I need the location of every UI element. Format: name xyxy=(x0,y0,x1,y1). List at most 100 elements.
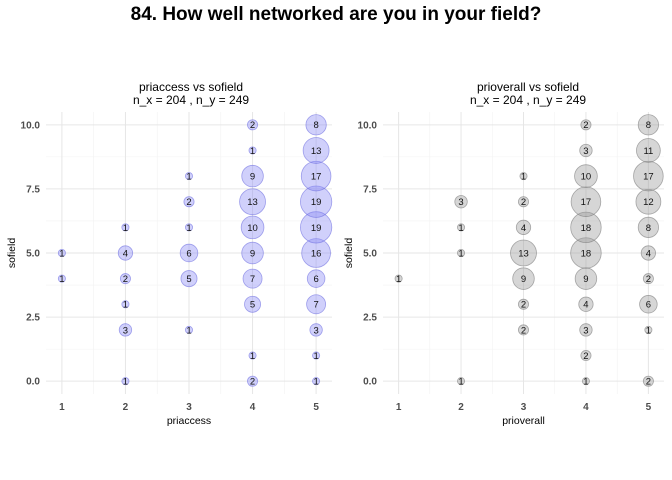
bubble-point xyxy=(519,172,528,181)
bubble-count-label: 6 xyxy=(186,248,191,259)
bubble-count-label: 2 xyxy=(583,351,588,362)
bubble-point xyxy=(241,164,264,188)
x-tick-label: 1 xyxy=(59,402,65,413)
bubble-point xyxy=(580,350,592,362)
bubble-count-label: 10 xyxy=(581,171,592,182)
x-axis-label: prioverall xyxy=(502,415,545,427)
bubble-point xyxy=(570,186,602,217)
bubble-point xyxy=(184,325,193,334)
bubble-count-label: 6 xyxy=(646,300,651,311)
bubble-point xyxy=(642,375,654,387)
bubble-count-label: 3 xyxy=(313,325,318,336)
bubble-count-label: 9 xyxy=(250,248,255,259)
bubble-count-label: 5 xyxy=(250,300,255,311)
bubble-point xyxy=(121,223,130,232)
bubble-point xyxy=(457,248,466,257)
bubble-count-label: 13 xyxy=(247,197,258,208)
y-tick-label: 10.0 xyxy=(21,120,41,131)
bubble-point xyxy=(639,295,658,314)
y-tick-label: 2.5 xyxy=(363,313,377,324)
bubble-point xyxy=(644,325,653,334)
bubble-point xyxy=(306,269,326,288)
bubble-point xyxy=(301,238,331,268)
bubble-count-label: 16 xyxy=(311,248,322,259)
bubble-count-label: 1 xyxy=(59,248,64,259)
bubble-count-label: 1 xyxy=(250,351,255,362)
y-tick-label: 0.0 xyxy=(363,377,377,388)
bubble-point xyxy=(247,375,259,387)
bubble-count-label: 18 xyxy=(581,248,592,259)
bubble-count-label: 6 xyxy=(313,274,318,285)
bubble-point xyxy=(300,211,333,244)
bubble-count-label: 4 xyxy=(646,248,651,259)
bubble-point xyxy=(119,273,131,285)
bubble-point xyxy=(117,245,134,261)
x-tick-label: 5 xyxy=(313,402,319,413)
panel-title: priaccess vs sofield xyxy=(139,80,243,94)
bubble-count-label: 2 xyxy=(521,300,526,311)
bubble-count-label: 2 xyxy=(250,120,255,131)
bubble-point xyxy=(581,377,590,386)
y-axis-label: sofield xyxy=(343,238,355,269)
bubble-point xyxy=(642,273,654,285)
y-axis-label: sofield xyxy=(6,238,18,269)
bubble-count-label: 4 xyxy=(583,300,588,311)
bubble-count-label: 11 xyxy=(643,146,653,157)
bubble-count-label: 1 xyxy=(646,325,651,336)
bubble-count-label: 1 xyxy=(458,248,463,259)
bubble-point xyxy=(179,243,199,263)
bubble-point xyxy=(306,294,327,315)
bubble-point xyxy=(518,196,529,208)
bubble-count-label: 8 xyxy=(313,120,318,131)
bubble-count-label: 1 xyxy=(458,223,463,234)
x-tick-label: 3 xyxy=(521,402,527,413)
bubble-point xyxy=(309,323,323,337)
bubble-count-label: 1 xyxy=(583,377,588,388)
bubble-point xyxy=(578,296,594,312)
x-tick-label: 1 xyxy=(396,402,402,413)
bubble-point xyxy=(633,160,664,192)
y-tick-label: 5.0 xyxy=(26,249,40,260)
bubble-count-label: 3 xyxy=(583,146,588,157)
bubble-point xyxy=(579,143,593,158)
bubble-count-label: 1 xyxy=(59,274,64,285)
panel-subtitle: n_x = 204 , n_y = 249 xyxy=(133,93,249,107)
bubble-count-label: 17 xyxy=(581,197,592,208)
bubble-count-label: 12 xyxy=(643,197,654,208)
x-tick-label: 3 xyxy=(186,402,192,413)
bubble-point xyxy=(637,114,659,136)
bubble-count-label: 3 xyxy=(123,325,128,336)
bubble-count-label: 4 xyxy=(521,223,526,234)
bubble-point xyxy=(184,223,193,232)
bubble-count-label: 2 xyxy=(521,325,526,336)
bubble-count-label: 1 xyxy=(123,223,128,234)
bubble-point xyxy=(394,274,403,283)
x-tick-label: 5 xyxy=(646,402,652,413)
bubble-count-label: 18 xyxy=(581,223,592,234)
bubble-count-label: 2 xyxy=(521,197,526,208)
bubble-point xyxy=(635,188,662,215)
bubble-count-label: 1 xyxy=(186,325,191,336)
bubble-point xyxy=(637,216,659,238)
chart-priaccess-vs-sofield: 1 2 3 4 5 0.0 2.5 5.0 7.5 10.0 priaccess sofield pri… xyxy=(6,80,333,427)
x-tick-label: 4 xyxy=(583,402,589,413)
bubble-count-label: 1 xyxy=(396,274,401,285)
bubble-point xyxy=(512,267,535,290)
bubble-point xyxy=(454,195,468,209)
bubble-count-label: 1 xyxy=(313,351,318,362)
bubble-count-label: 2 xyxy=(250,377,255,388)
bubble-count-label: 2 xyxy=(646,377,651,388)
bubble-point xyxy=(244,295,262,313)
bubble-count-label: 3 xyxy=(583,325,588,336)
bubble-count-label: 3 xyxy=(458,197,463,208)
bubble-point xyxy=(640,245,656,261)
y-tick-label: 7.5 xyxy=(363,184,377,195)
bubble-count-label: 1 xyxy=(313,377,318,388)
bubble-count-label: 4 xyxy=(123,248,128,259)
bubble-point xyxy=(518,298,529,310)
bubble-count-label: 17 xyxy=(311,171,322,182)
bubble-count-label: 1 xyxy=(250,146,255,157)
bubble-count-label: 10 xyxy=(247,223,258,234)
bubble-point xyxy=(300,185,333,218)
bubble-point xyxy=(636,138,661,163)
